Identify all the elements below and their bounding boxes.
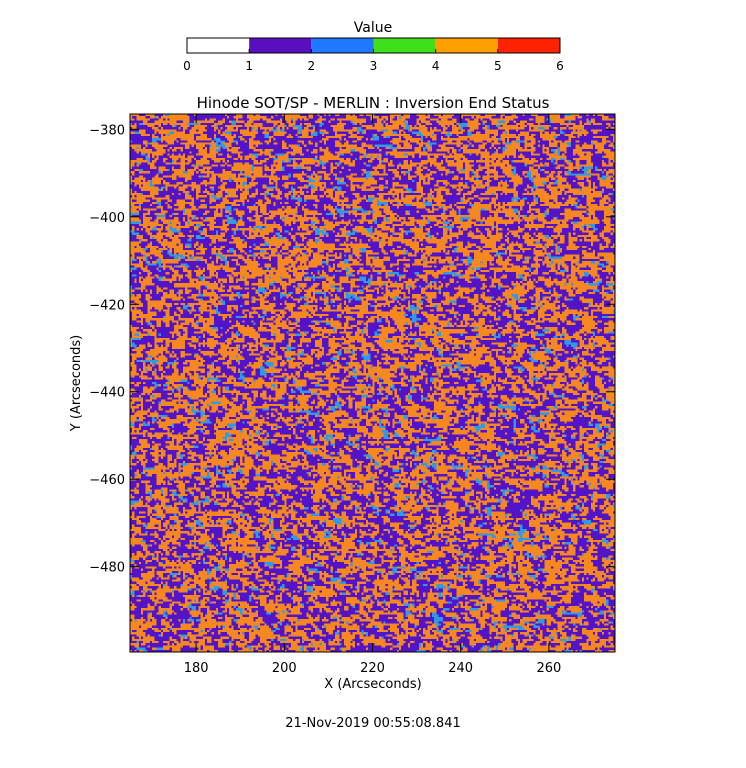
y-tick-label: −400 (89, 211, 125, 226)
colorbar-bin-3 (373, 38, 436, 53)
colorbar: Value 0 1 2 3 4 5 6 (183, 20, 564, 73)
colorbar-bin-1 (249, 38, 312, 53)
heatmap-image (130, 114, 615, 652)
colorbar-bin-0 (187, 38, 250, 53)
colorbar-tick-label: 0 (183, 59, 191, 73)
colorbar-tick-label: 6 (556, 59, 564, 73)
x-axis-label: X (Arcseconds) (324, 677, 421, 692)
x-tick-label: 240 (448, 661, 473, 676)
y-tick-label: −460 (89, 473, 125, 488)
y-axis-label: Y (Arcseconds) (69, 335, 84, 432)
colorbar-bin-2 (311, 38, 374, 53)
colorbar-bin-4 (435, 38, 498, 53)
chart-title: Hinode SOT/SP - MERLIN : Inversion End S… (197, 94, 550, 112)
heatmap-raster (130, 114, 615, 652)
colorbar-label: Value (354, 20, 392, 36)
y-tick-label: −380 (89, 123, 125, 138)
colorbar-tick-label: 2 (308, 59, 316, 73)
y-tick-label: −480 (89, 561, 125, 576)
colorbar-tick-label: 4 (432, 59, 440, 73)
colorbar-tick-label: 5 (494, 59, 502, 73)
x-tick-label: 200 (272, 661, 297, 676)
x-tick-label: 220 (360, 661, 385, 676)
colorbar-tick-label: 3 (370, 59, 378, 73)
colorbar-bin-5 (497, 38, 560, 53)
colorbar-tick-label: 1 (245, 59, 253, 73)
x-tick-label: 180 (184, 661, 209, 676)
y-tick-label: −420 (89, 298, 125, 313)
y-tick-label: −440 (89, 386, 125, 401)
x-tick-label: 260 (536, 661, 561, 676)
timestamp: 21-Nov-2019 00:55:08.841 (285, 716, 461, 731)
